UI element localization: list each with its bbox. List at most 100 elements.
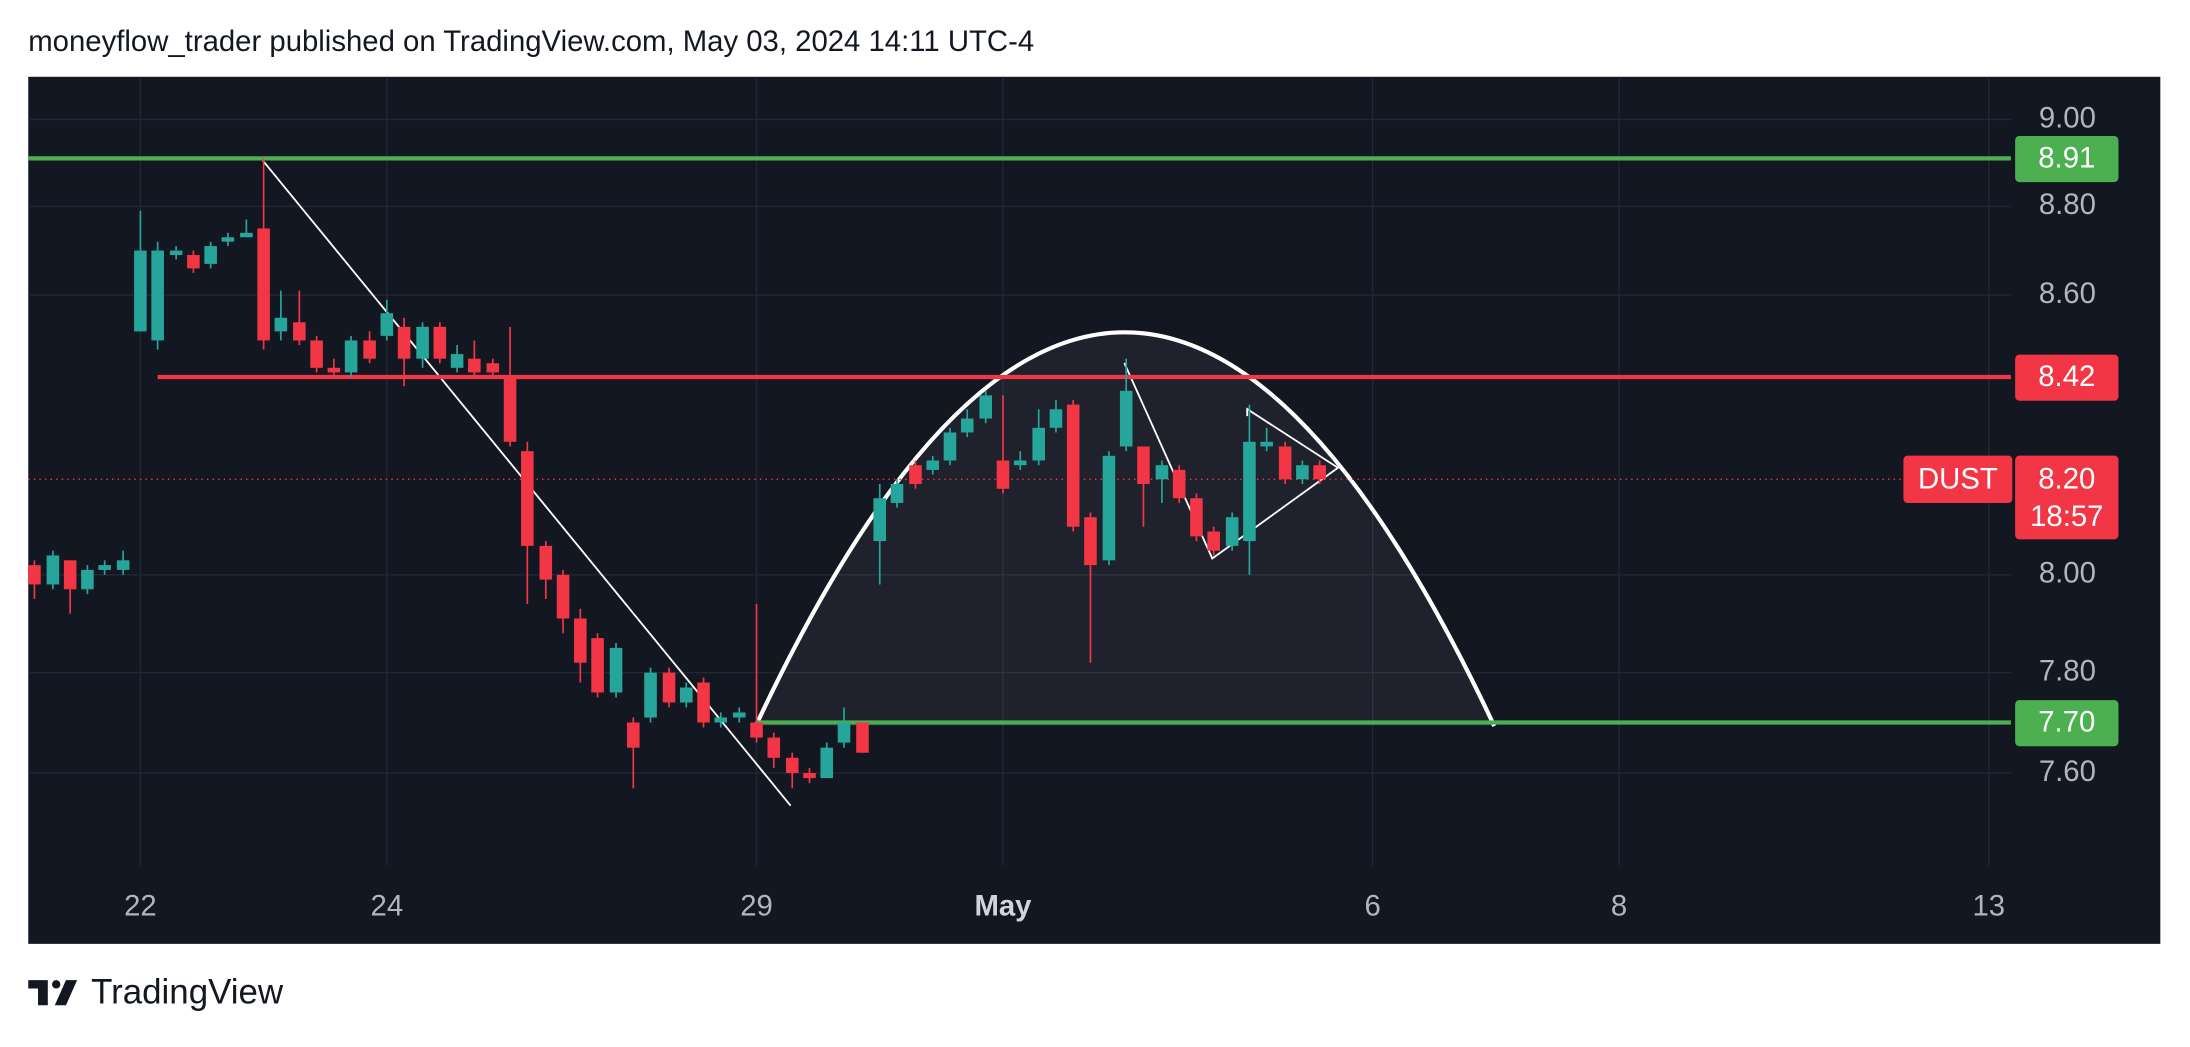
candle-body [169,250,183,255]
candle-body [486,363,500,373]
candle-body [909,465,922,485]
candle-body [662,672,676,703]
candle-body [416,326,429,359]
candle-body [363,340,376,359]
candle-body [310,340,323,368]
candle-body [344,340,358,373]
candle-body [240,232,253,238]
candle-body [1296,465,1309,480]
candle-body [221,237,235,242]
candle-body [274,317,288,332]
candle-body [714,717,728,723]
candle-body [380,313,394,336]
candle-body [1207,531,1220,551]
last-price-label: 8.20 [2038,462,2095,495]
y-tick-label: 8.00 [2039,557,2096,590]
y-tick-label: 9.00 [2039,101,2096,134]
candle-body [1049,409,1063,428]
price-badge-label: 8.42 [2038,360,2095,393]
candle-body [521,451,534,546]
candle-body [1172,469,1186,499]
symbol-badge [1903,455,2013,504]
candle-body [644,672,657,718]
candle-body [697,682,710,723]
candle-body [785,757,799,774]
y-tick-label: 8.80 [2039,188,2096,221]
candle-body [556,574,570,619]
candle-body [293,322,306,341]
candle-body [820,747,834,779]
candle-body [28,565,41,585]
candle-body [1155,465,1169,480]
x-tick-label: 8 [1611,889,1627,922]
price-badge [2015,136,2119,183]
logo [28,980,78,1006]
candle-body [1278,446,1292,480]
x-tick-label: 22 [124,889,157,922]
candle-body [767,737,781,758]
x-tick-label: 13 [1972,889,2005,922]
candle-body [187,254,200,269]
candle-body [943,432,957,461]
candle-body [1032,427,1045,461]
candle-body [996,460,1010,489]
countdown-label: 18:57 [2030,500,2103,533]
price-badge [2015,700,2119,747]
y-tick-label: 8.60 [2039,277,2096,310]
candle-body [856,722,869,753]
candle-body [1190,498,1203,537]
candle-body [979,395,992,419]
logo-mark [28,980,48,1006]
candle-body [873,498,887,542]
candle-body [98,565,111,570]
logo-dot [52,980,61,989]
candle-body [63,560,77,590]
candle-body [1243,441,1256,542]
plot-area: 22 24 29 May 6 8 13 7.60 7.80 8.00 8.60 8.80 9.00 8.9… [28,76,2119,922]
candle-body [1313,465,1326,480]
candle-body [81,569,94,590]
candle-body [327,367,341,373]
candle-body [591,638,604,693]
candle-body [926,460,940,470]
candle-body [134,250,147,332]
candle-body [450,354,464,368]
symbol-label: DUST [1918,462,1998,495]
candle-body [574,618,587,663]
candle-body [1260,441,1273,447]
candle-body [1013,460,1027,466]
candle-body [837,722,851,743]
candle-body [433,326,447,359]
candle-body [960,418,974,433]
candle-body [397,326,411,359]
candle-body [732,712,746,718]
chart-panel [28,76,2161,944]
candle-body [46,555,60,585]
rounding-arc [753,330,1497,727]
candle-body [468,358,481,373]
candle-body [609,647,623,693]
price-badge [2015,354,2119,401]
price-badge-label: 7.70 [2038,706,2095,739]
y-tick-label: 7.60 [2039,755,2096,788]
candle-body [1084,517,1097,566]
last-price-badge [2015,455,2119,540]
candle-body [890,484,904,503]
candle-body [257,228,270,341]
candle-body [116,560,130,570]
candle-body [151,250,164,341]
candle-body [1137,446,1150,485]
y-tick-label: 7.80 [2039,654,2096,687]
candle-body [1102,455,1116,561]
candle-body [503,376,517,442]
price-badge-label: 8.91 [2038,141,2095,174]
logo-mark [54,980,78,1006]
candle-body [204,246,217,264]
candle-body [1225,517,1239,546]
x-tick-label: 24 [371,889,404,922]
candle-body [750,722,763,738]
candle-body [627,722,640,748]
publish-header: moneyflow_trader published on TradingVie… [28,25,1034,58]
x-tick-label: 29 [740,889,773,922]
